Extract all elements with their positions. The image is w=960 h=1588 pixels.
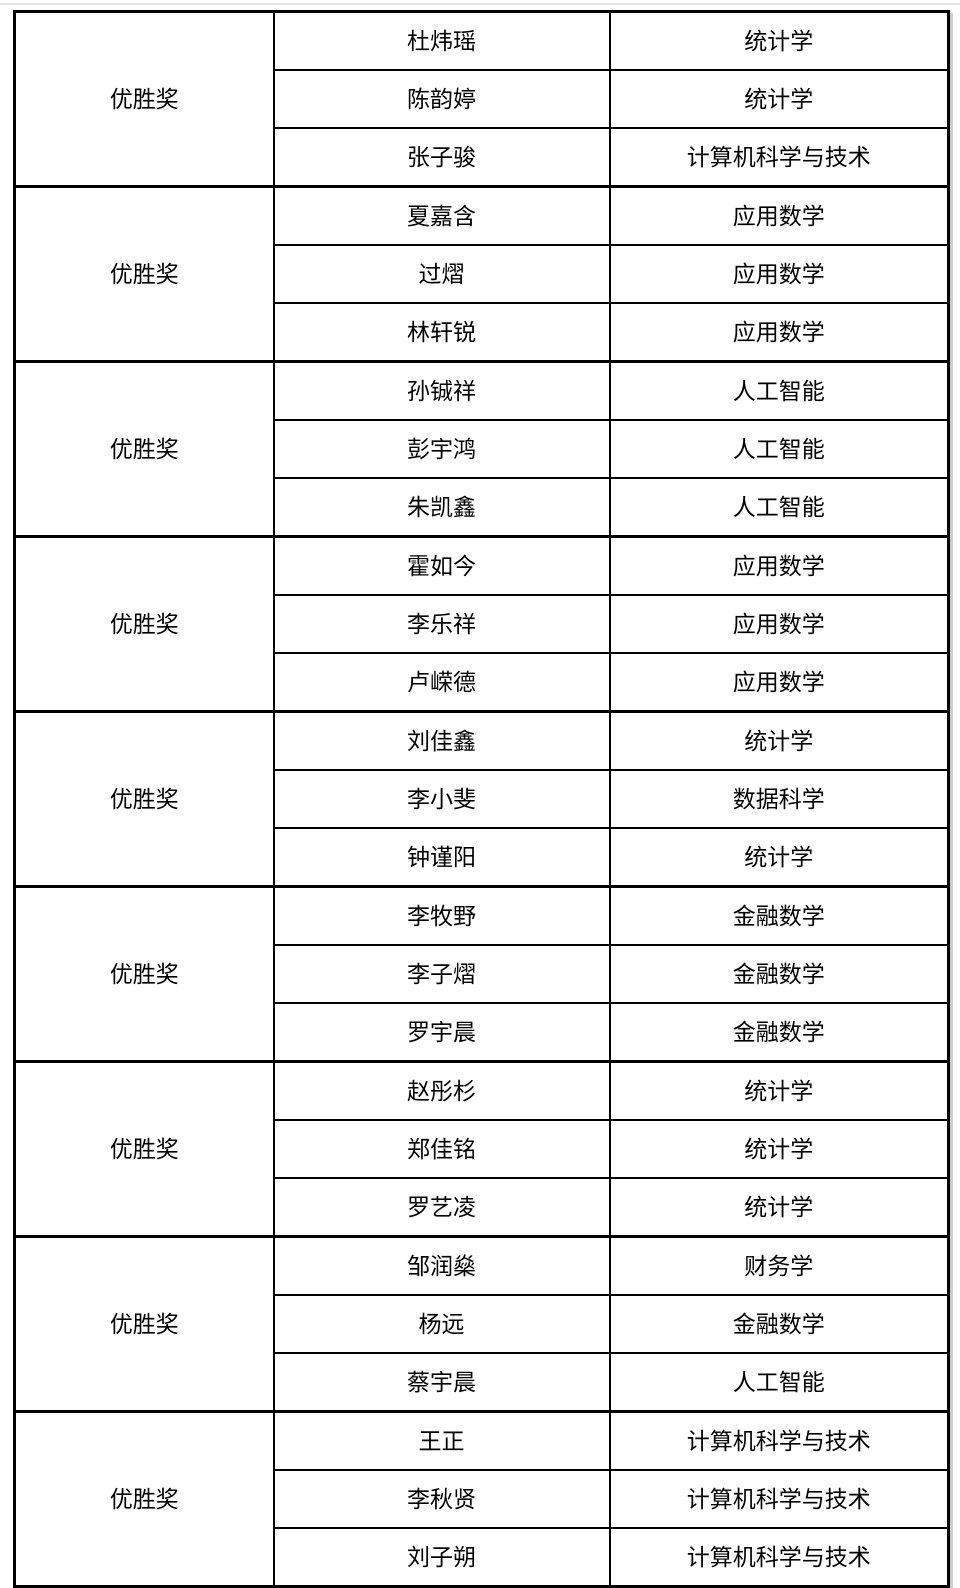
winner-name-cell: 卢嵘德 — [272, 652, 611, 713]
winner-name-cell: 李乐祥 — [272, 594, 611, 654]
winner-name-cell: 夏嘉含 — [272, 185, 611, 246]
table-row: 李乐祥 应用数学 — [15, 594, 950, 654]
table-row: 优胜奖 刘佳鑫 统计学 — [13, 710, 950, 888]
table-row: 优胜奖 李牧野 金融数学 — [13, 885, 950, 1063]
table-row: 彭宇鸿 人工智能 — [15, 419, 950, 479]
table-row: 李小斐 数据科学 — [15, 769, 950, 829]
award-table-body: 优胜奖 杜炜瑶 统计学 陈韵婷 统计学 张子骏 计算机科学与技术 优胜奖 夏嘉含 应用数学 过熠 应用… — [13, 10, 950, 1588]
page: { "table": { "groups": [ { "award": "优胜奖… — [0, 3, 960, 1588]
major-cell: 统计学 — [608, 710, 950, 771]
page-top-streak — [0, 3, 960, 5]
table-row: 李秋贤 计算机科学与技术 — [15, 1469, 950, 1529]
table-row: 朱凯鑫 人工智能 — [15, 477, 950, 538]
winner-name-cell: 郑佳铭 — [272, 1119, 611, 1179]
major-cell: 计算机科学与技术 — [608, 1469, 950, 1529]
table-row: 罗宇晨 金融数学 — [15, 1002, 950, 1063]
winner-name-cell: 蔡宇晨 — [272, 1352, 611, 1413]
major-cell: 应用数学 — [608, 302, 950, 363]
award-cell: 优胜奖 — [13, 185, 275, 363]
major-cell: 统计学 — [608, 10, 950, 71]
major-cell: 计算机科学与技术 — [608, 1410, 950, 1471]
winner-name-cell: 赵彤杉 — [272, 1060, 611, 1121]
table-row: 李子熠 金融数学 — [15, 944, 950, 1004]
winner-name-cell: 邹润燊 — [272, 1235, 611, 1296]
major-cell: 应用数学 — [608, 594, 950, 654]
award-cell: 优胜奖 — [13, 535, 275, 713]
major-cell: 金融数学 — [608, 1294, 950, 1354]
table-row: 过熠 应用数学 — [15, 244, 950, 304]
table-row: 林轩锐 应用数学 — [15, 302, 950, 363]
major-cell: 人工智能 — [608, 360, 950, 421]
table-row: 优胜奖 王正 计算机科学与技术 — [13, 1410, 950, 1588]
table-row: 优胜奖 赵彤杉 统计学 — [13, 1060, 950, 1238]
major-cell: 人工智能 — [608, 477, 950, 538]
winner-name-cell: 彭宇鸿 — [272, 419, 611, 479]
winner-name-cell: 杨远 — [272, 1294, 611, 1354]
winner-name-cell: 王正 — [272, 1410, 611, 1471]
table-row: 陈韵婷 统计学 — [15, 69, 950, 129]
major-cell: 应用数学 — [608, 244, 950, 304]
table-row: 优胜奖 夏嘉含 应用数学 — [13, 185, 950, 363]
winner-name-cell: 张子骏 — [272, 127, 611, 188]
major-cell: 金融数学 — [608, 1002, 950, 1063]
major-cell: 数据科学 — [608, 769, 950, 829]
major-cell: 统计学 — [608, 1119, 950, 1179]
winner-name-cell: 李牧野 — [272, 885, 611, 946]
award-table: 优胜奖 杜炜瑶 统计学 陈韵婷 统计学 张子骏 计算机科学与技术 优胜奖 夏嘉含 应用数学 过熠 应用… — [13, 10, 950, 1588]
table-row: 优胜奖 霍如今 应用数学 — [13, 535, 950, 713]
winner-name-cell: 霍如今 — [272, 535, 611, 596]
winner-name-cell: 刘子朔 — [272, 1527, 611, 1588]
winner-name-cell: 李小斐 — [272, 769, 611, 829]
major-cell: 统计学 — [608, 1060, 950, 1121]
table-row: 钟谨阳 统计学 — [15, 827, 950, 888]
award-cell: 优胜奖 — [13, 1060, 275, 1238]
winner-name-cell: 李子熠 — [272, 944, 611, 1004]
major-cell: 金融数学 — [608, 885, 950, 946]
award-cell: 优胜奖 — [13, 360, 275, 538]
award-cell: 优胜奖 — [13, 10, 275, 188]
major-cell: 应用数学 — [608, 185, 950, 246]
award-cell: 优胜奖 — [13, 710, 275, 888]
major-cell: 应用数学 — [608, 652, 950, 713]
table-row: 优胜奖 孙铖祥 人工智能 — [13, 360, 950, 538]
winner-name-cell: 钟谨阳 — [272, 827, 611, 888]
table-row: 张子骏 计算机科学与技术 — [15, 127, 950, 188]
award-cell: 优胜奖 — [13, 1235, 275, 1413]
table-row: 郑佳铭 统计学 — [15, 1119, 950, 1179]
table-row: 优胜奖 邹润燊 财务学 — [13, 1235, 950, 1413]
winner-name-cell: 陈韵婷 — [272, 69, 611, 129]
major-cell: 人工智能 — [608, 419, 950, 479]
table-row: 杨远 金融数学 — [15, 1294, 950, 1354]
major-cell: 统计学 — [608, 69, 950, 129]
winner-name-cell: 杜炜瑶 — [272, 10, 611, 71]
award-cell: 优胜奖 — [13, 885, 275, 1063]
table-row: 蔡宇晨 人工智能 — [15, 1352, 950, 1413]
winner-name-cell: 过熠 — [272, 244, 611, 304]
winner-name-cell: 刘佳鑫 — [272, 710, 611, 771]
table-row: 卢嵘德 应用数学 — [15, 652, 950, 713]
major-cell: 计算机科学与技术 — [608, 1527, 950, 1588]
table-row: 罗艺凌 统计学 — [15, 1177, 950, 1238]
winner-name-cell: 孙铖祥 — [272, 360, 611, 421]
major-cell: 计算机科学与技术 — [608, 127, 950, 188]
major-cell: 应用数学 — [608, 535, 950, 596]
table-row: 优胜奖 杜炜瑶 统计学 — [13, 10, 950, 188]
winner-name-cell: 李秋贤 — [272, 1469, 611, 1529]
winner-name-cell: 罗宇晨 — [272, 1002, 611, 1063]
winner-name-cell: 林轩锐 — [272, 302, 611, 363]
major-cell: 金融数学 — [608, 944, 950, 1004]
award-cell: 优胜奖 — [13, 1410, 275, 1588]
major-cell: 财务学 — [608, 1235, 950, 1296]
winner-name-cell: 朱凯鑫 — [272, 477, 611, 538]
major-cell: 统计学 — [608, 1177, 950, 1238]
major-cell: 统计学 — [608, 827, 950, 888]
winner-name-cell: 罗艺凌 — [272, 1177, 611, 1238]
major-cell: 人工智能 — [608, 1352, 950, 1413]
